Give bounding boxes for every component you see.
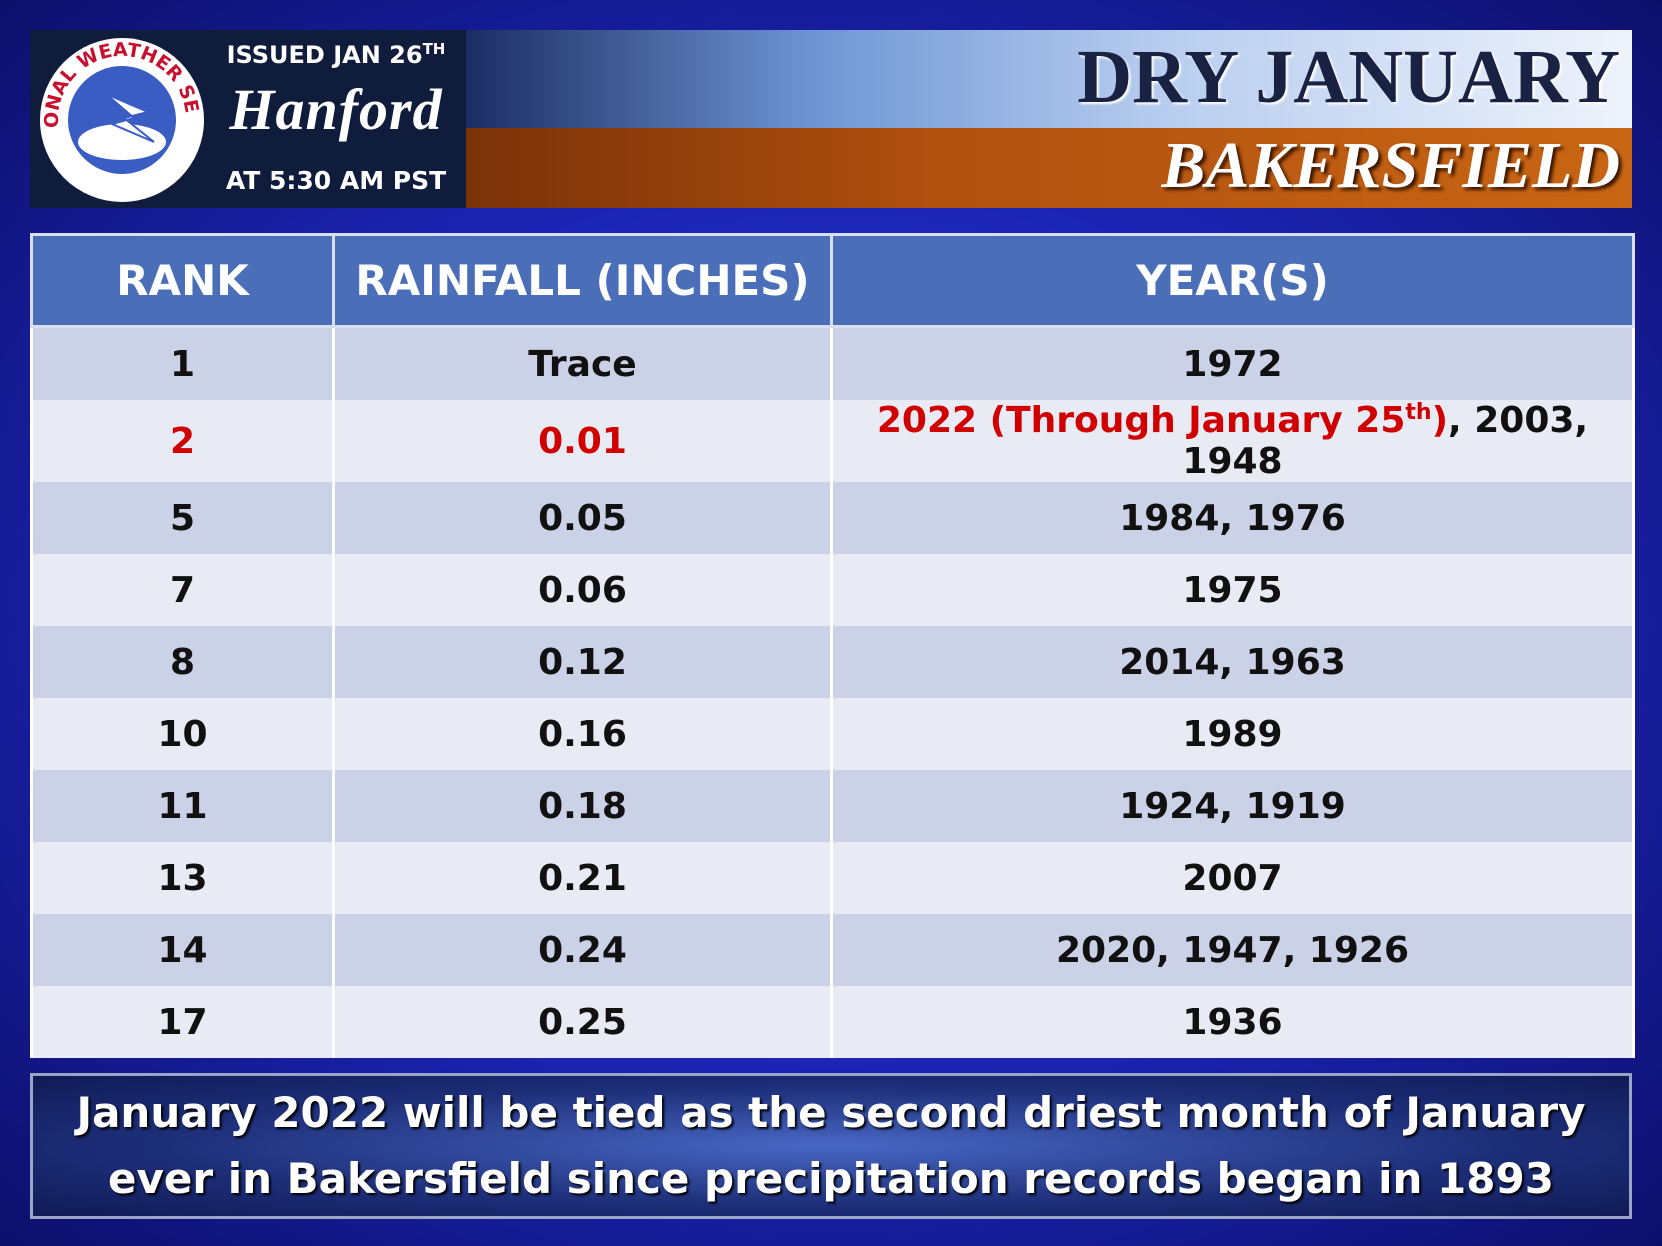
table-cell: 1972: [830, 326, 1635, 400]
highlight-text: 2022 (Through January 25: [876, 400, 1406, 441]
column-header: RANK: [30, 233, 335, 328]
table-cell: 2014, 1963: [830, 626, 1635, 698]
table-cell: 13: [30, 842, 335, 914]
table-row: 8 0.12 2014, 1963: [30, 626, 1635, 698]
column-header: RAINFALL (INCHES): [332, 233, 833, 328]
table-cell: 10: [30, 698, 335, 770]
highlight-close: ): [1431, 400, 1449, 441]
title: DRY JANUARY: [1077, 35, 1620, 119]
table-cell: 2022 (Through January 25th), 2003, 1948: [830, 400, 1635, 482]
table-cell: 17: [30, 986, 335, 1058]
table-cell: 2007: [830, 842, 1635, 914]
table-row: 10 0.16 1989: [30, 698, 1635, 770]
subtitle: BAKERSFIELD: [1161, 129, 1620, 202]
footer: January 2022 will be tied as the second …: [30, 1073, 1632, 1219]
table-row: 1 Trace 1972: [30, 326, 1635, 400]
table-cell: 1989: [830, 698, 1635, 770]
table-cell: 0.05: [332, 482, 833, 554]
table-cell: 11: [30, 770, 335, 842]
table-row: 17 0.25 1936: [30, 986, 1635, 1058]
table-cell: 14: [30, 914, 335, 986]
table-cell: 0.21: [332, 842, 833, 914]
table-cell: 5: [30, 482, 335, 554]
subtitle-band: [466, 128, 1632, 208]
table-cell: 7: [30, 554, 335, 626]
table-row: 7 0.06 1975: [30, 554, 1635, 626]
table-cell: 2: [30, 400, 335, 482]
table-row: 14 0.24 2020, 1947, 1926: [30, 914, 1635, 986]
table-cell: 0.16: [332, 698, 833, 770]
table-cell: 1975: [830, 554, 1635, 626]
issued-text: ISSUED JAN 26: [226, 41, 423, 69]
nws-logo: NATIONAL WEATHER SERVICE: [36, 34, 204, 202]
table-cell: 2020, 1947, 1926: [830, 914, 1635, 986]
table-cell: 8: [30, 626, 335, 698]
table-cell: 0.12: [332, 626, 833, 698]
records-table: RANK RAINFALL (INCHES) YEAR(S) 1 Trace 1972 2…: [30, 233, 1635, 1058]
office: Hanford: [229, 77, 443, 142]
table-cell: 0.25: [332, 986, 833, 1058]
highlight-suffix: th: [1405, 400, 1432, 425]
table-cell: 1: [30, 326, 335, 400]
table-row: 5 0.05 1984, 1976: [30, 482, 1635, 554]
table-row: 2 0.01 2022 (Through January 25th), 2003, …: [30, 400, 1635, 482]
table-cell: 1936: [830, 986, 1635, 1058]
table-cell: 1924, 1919: [830, 770, 1635, 842]
title-band: [466, 30, 1632, 128]
footer-text: January 2022 will be tied as the second …: [76, 1088, 1586, 1203]
table-row: 11 0.18 1924, 1919: [30, 770, 1635, 842]
table-cell: 0.06: [332, 554, 833, 626]
issued: ISSUED JAN 26TH: [216, 40, 456, 69]
issue-time: AT 5:30 AM PST: [225, 166, 447, 195]
table-cell: 0.18: [332, 770, 833, 842]
other-years: , 2003, 1948: [1182, 400, 1589, 482]
column-header: YEAR(S): [830, 233, 1635, 328]
table-cell: Trace: [332, 326, 833, 400]
header-row: RANK RAINFALL (INCHES) YEAR(S): [30, 233, 1635, 328]
table-cell: 0.01: [332, 400, 833, 482]
issued-suffix: TH: [422, 40, 446, 58]
table-cell: 1984, 1976: [830, 482, 1635, 554]
table-row: 13 0.21 2007: [30, 842, 1635, 914]
table-cell: 0.24: [332, 914, 833, 986]
